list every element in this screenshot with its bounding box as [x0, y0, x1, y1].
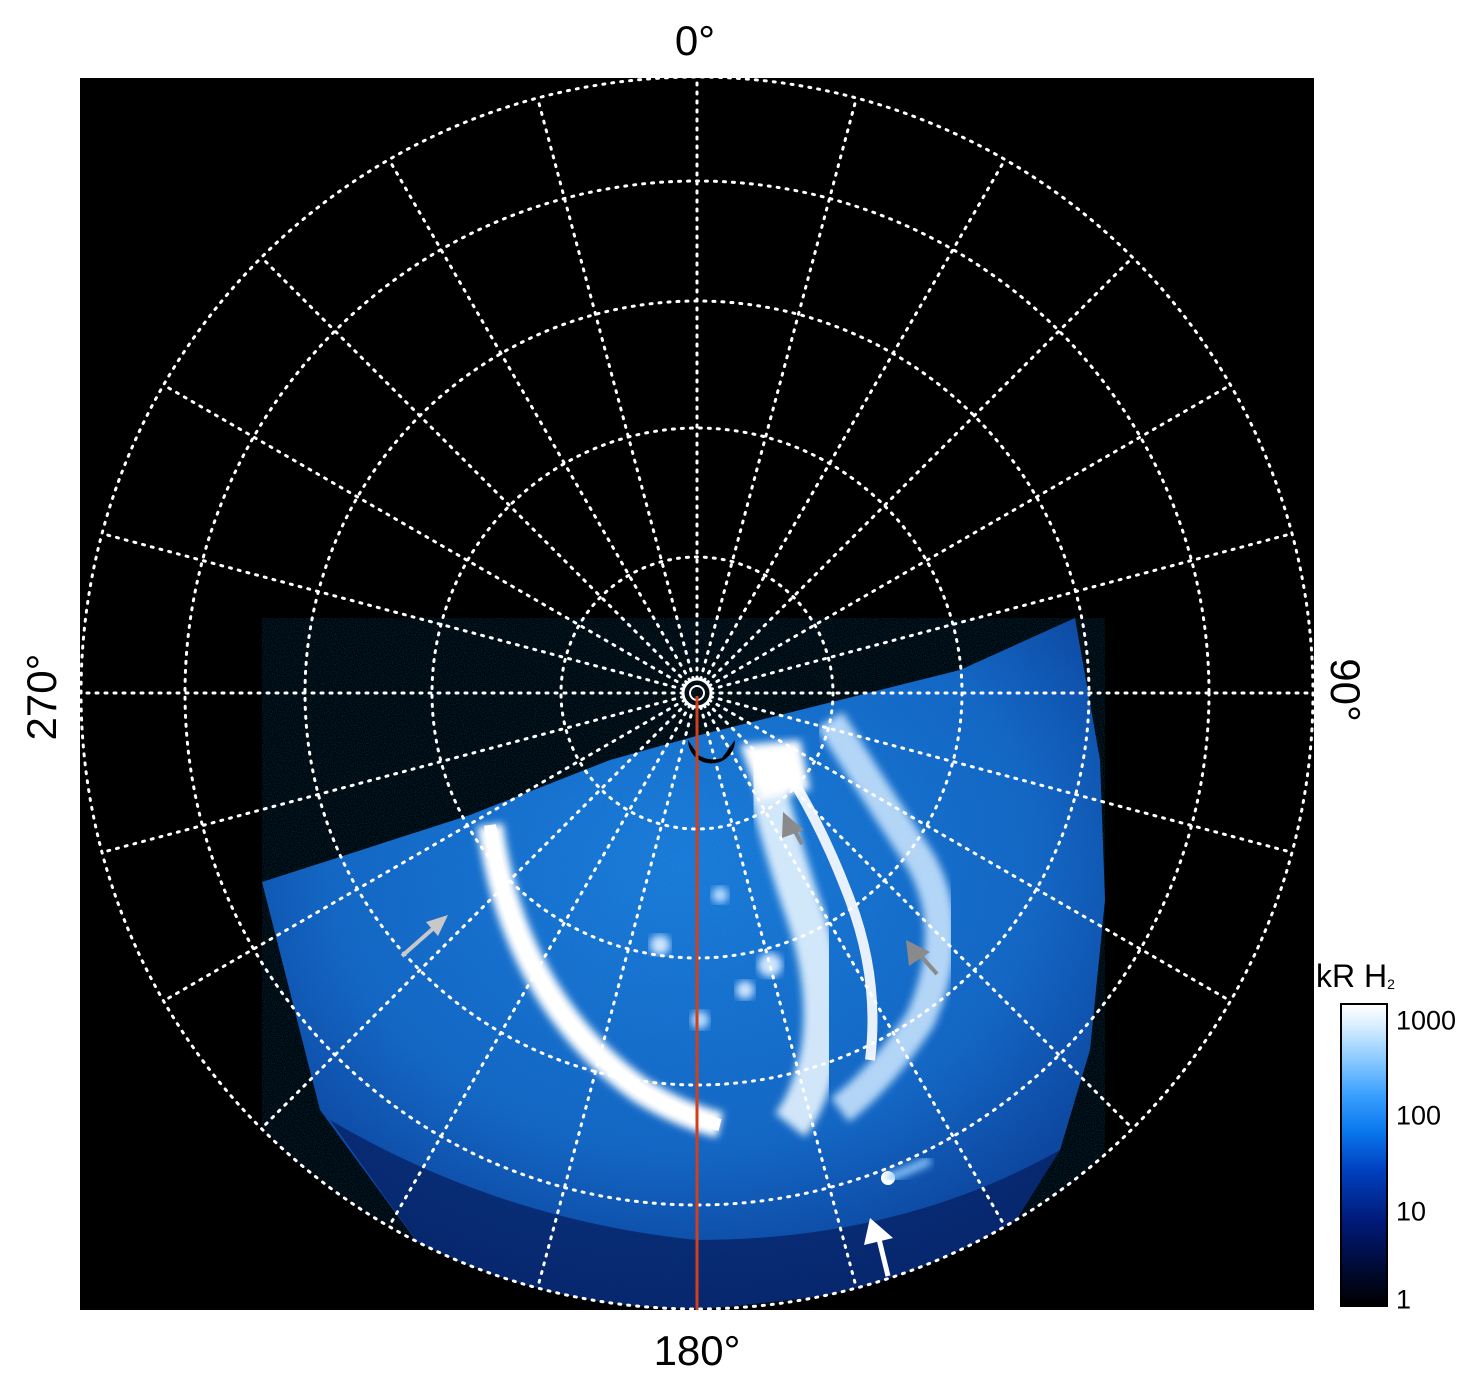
meridian-150	[702, 703, 1007, 1228]
colorbar-tick-1: 1	[1396, 1284, 1412, 1315]
meridian-75	[709, 532, 1294, 691]
meridian-135	[705, 701, 1135, 1131]
colorbar-title: kR H2	[1316, 958, 1395, 994]
longitude-label-0: 0°	[674, 17, 716, 64]
meridian-120	[707, 698, 1232, 1003]
longitude-label-180: 180°	[653, 1327, 741, 1374]
arrow-right	[906, 940, 939, 976]
auroral-emission	[262, 618, 1105, 1309]
meridian-15	[699, 96, 858, 681]
longitude-label-90: 90°	[1322, 658, 1369, 722]
meridian-105	[709, 695, 1294, 854]
longitude-label-270: 270°	[18, 653, 65, 741]
meridian-210	[387, 703, 692, 1228]
meridian-45	[705, 255, 1135, 685]
meridian-60	[707, 383, 1232, 688]
colorbar-tick-1000: 1000	[1396, 1005, 1457, 1036]
colorbar-tick-10: 10	[1396, 1196, 1427, 1227]
meridian-255	[100, 695, 685, 854]
arrow-left	[400, 915, 448, 958]
meridian-30	[702, 158, 1007, 683]
meridian-330	[387, 158, 692, 683]
arrow-upper-right	[782, 812, 804, 845]
colorbar-tick-100: 100	[1396, 1100, 1442, 1131]
meridian-300	[162, 383, 687, 688]
arrow-bottom	[864, 1218, 893, 1277]
meridian-240	[162, 698, 687, 1003]
meridian-165	[699, 705, 858, 1290]
meridian-315	[259, 255, 689, 685]
meridian-195	[536, 705, 695, 1290]
colorbar	[1340, 1003, 1388, 1307]
meridian-285	[100, 532, 685, 691]
meridian-345	[536, 96, 695, 681]
meridian-225	[259, 701, 689, 1131]
